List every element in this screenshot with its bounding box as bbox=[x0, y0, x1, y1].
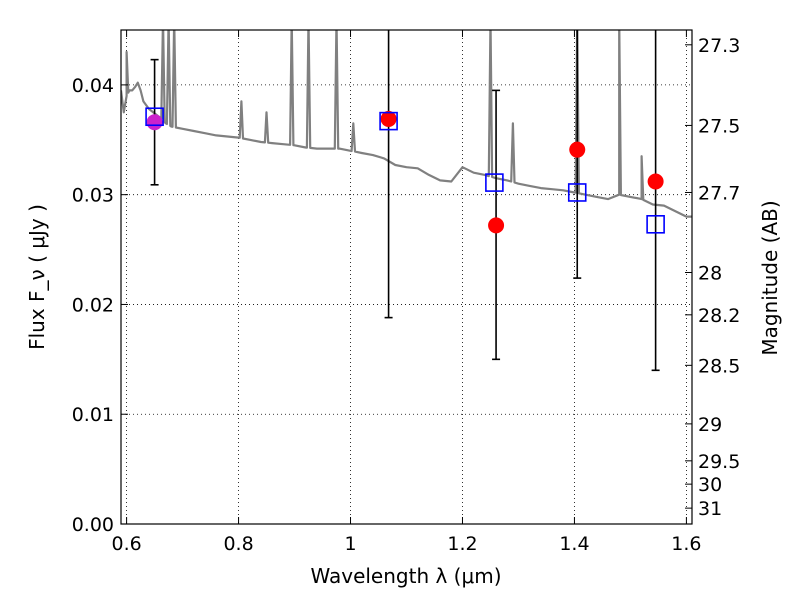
x-tick-label: 0.6 bbox=[111, 533, 141, 555]
x-axis-label: Wavelength λ (μm) bbox=[310, 564, 501, 588]
observed-point bbox=[146, 114, 163, 131]
y-axis-ticks: 0.00 0.01 0.02 0.03 0.04 bbox=[72, 75, 128, 536]
x-tick-label: 1 bbox=[344, 533, 356, 555]
right-tick-label: 28.5 bbox=[698, 355, 740, 377]
right-tick-label: 27.5 bbox=[698, 115, 740, 137]
y-tick-label: 0.03 bbox=[72, 185, 114, 207]
observed-point bbox=[488, 217, 505, 234]
y-tick-label: 0.04 bbox=[72, 75, 114, 97]
model-spectrum bbox=[121, 30, 692, 218]
y-tick-label: 0.02 bbox=[72, 294, 114, 316]
model-point bbox=[145, 107, 164, 127]
y-tick-label: 0.00 bbox=[72, 514, 114, 536]
model-point bbox=[379, 111, 398, 131]
observed-point bbox=[569, 141, 586, 158]
right-tick-label: 30 bbox=[698, 474, 722, 496]
right-tick-label: 29.5 bbox=[698, 451, 740, 473]
model-point bbox=[646, 215, 665, 234]
model-point bbox=[485, 173, 504, 192]
y-tick-label: 0.01 bbox=[72, 404, 114, 426]
right-tick-label: 27.7 bbox=[698, 182, 740, 204]
plot-frame bbox=[120, 29, 693, 525]
error-bars bbox=[150, 30, 660, 372]
right-tick-label: 28.2 bbox=[698, 305, 740, 327]
x-tick-label: 1.6 bbox=[671, 533, 701, 555]
right-tick-label: 29 bbox=[698, 414, 722, 436]
y-axis-left-label: Flux F_ν ( μJy ) bbox=[25, 204, 49, 350]
grid-lines bbox=[121, 30, 692, 525]
model-point bbox=[567, 183, 587, 202]
x-axis-ticks: 0.6 0.8 1 1.2 1.4 1.6 bbox=[111, 30, 702, 555]
right-tick-label: 28 bbox=[698, 263, 722, 285]
x-tick-label: 1.2 bbox=[447, 533, 477, 555]
x-tick-label: 0.8 bbox=[223, 533, 253, 555]
model-photometry-points bbox=[145, 107, 665, 234]
x-tick-label: 1.4 bbox=[559, 533, 589, 555]
right-tick-label: 31 bbox=[698, 498, 722, 520]
observed-point bbox=[380, 110, 397, 127]
right-tick-label: 27.3 bbox=[698, 35, 740, 57]
observed-point bbox=[647, 173, 664, 190]
y-axis-right-label: Magnitude (AB) bbox=[758, 200, 782, 355]
spectrum-line bbox=[121, 30, 692, 218]
observed-points bbox=[146, 110, 664, 234]
